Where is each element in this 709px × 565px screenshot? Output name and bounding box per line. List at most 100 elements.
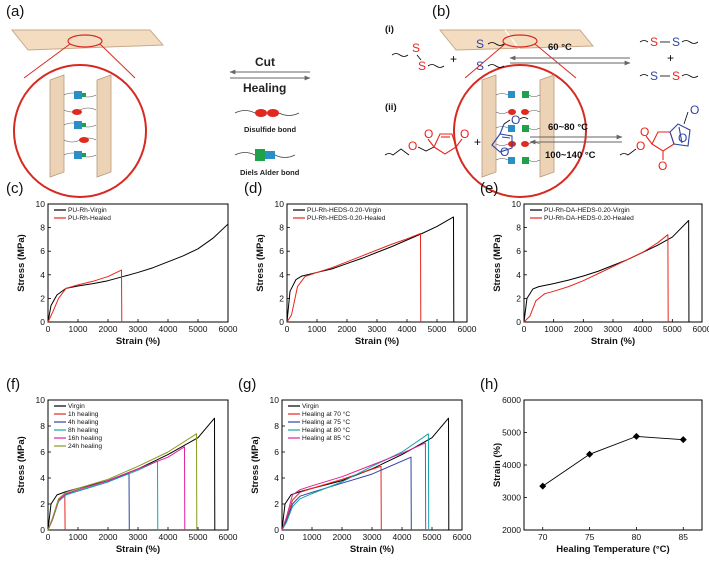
y-tick-label: 2: [516, 293, 521, 303]
chain-wavy: [619, 148, 637, 156]
y-tick-label: 4: [40, 473, 45, 483]
sulfur-atom: S: [650, 35, 658, 49]
sulfur-atom: S: [418, 59, 426, 73]
legend-entry: Virgin: [68, 403, 85, 410]
schematic-panel: (a): [6, 3, 595, 198]
x-tick-label: 3000: [129, 532, 148, 542]
x-tick-label: 4000: [159, 324, 178, 334]
sulfur-atom: S: [672, 35, 680, 49]
panel-label-e: (e): [480, 180, 498, 197]
y-tick-label: 6: [516, 246, 521, 256]
y-axis-label: Stress (MPa): [492, 234, 503, 292]
x-tick-label: 80: [632, 532, 642, 542]
y-tick-label: 10: [36, 199, 46, 209]
panel-label-g: (g): [238, 376, 256, 393]
legend-entry: Healing at 85 °C: [302, 434, 350, 442]
data-point-diamond: [586, 450, 594, 458]
disulfide-label: Disulfide bond: [244, 125, 296, 134]
oxygen-atom: O: [690, 103, 699, 117]
reaction-panel: (b) (i) S S + S S 60 °C S S + S S (ii) O: [384, 3, 699, 173]
legend-entry: PU-Rh-Virgin: [68, 207, 107, 214]
x-tick-label: 1000: [303, 532, 322, 542]
diels-alder-label: Diels Alder bond: [240, 168, 300, 177]
panel-label-d: (d): [244, 180, 262, 197]
oxygen-atom: O: [460, 127, 469, 141]
reaction-ii-reverse-temperature: 100~140 °C: [545, 150, 596, 161]
x-tick-label: 5000: [663, 324, 682, 334]
layer-slab: [539, 74, 555, 178]
series-line-3: [281, 433, 430, 531]
x-tick-label: 75: [585, 532, 595, 542]
panel-label-h: (h): [480, 376, 498, 393]
furan-ring: [491, 123, 513, 153]
oxygen-atom: O: [636, 139, 645, 153]
chart-d: (d) 0 1000 2000 3000 4000 5000 6000 0 2 4 6 8 10 Strai…: [244, 180, 477, 347]
legend-entry: 8h healing: [68, 427, 99, 434]
chart-e: (e) 0 1000 2000 3000 4000 5000 6000 0 2 4 6 8 10 Strai…: [480, 180, 709, 347]
oxygen-atom: O: [511, 113, 520, 127]
y-tick-label: 10: [275, 199, 285, 209]
series-line-0: [286, 216, 455, 323]
reaction-i-temperature: 60 °C: [548, 42, 572, 53]
series-line-1: [286, 233, 422, 323]
x-axis-label: Healing Temperature (°C): [556, 544, 669, 555]
y-tick-label: 2: [279, 293, 284, 303]
legend-entry: PU-Rh-HEDS-0.20-Healed: [307, 215, 386, 222]
reaction-ii-forward-temperature: 60~80 °C: [548, 122, 588, 133]
x-tick-label: 6000: [453, 532, 472, 542]
y-tick-label: 4: [516, 270, 521, 280]
x-tick-label: 1000: [544, 324, 563, 334]
x-tick-label: 4000: [633, 324, 652, 334]
x-tick-label: 2000: [574, 324, 593, 334]
y-tick-label: 0: [40, 317, 45, 327]
chain-wavy: [519, 117, 529, 120]
y-tick-label: 8: [516, 223, 521, 233]
series-line-4: [281, 442, 427, 531]
legend-entry: PU-Rh-DA-HEDS-0.20-Healed: [544, 215, 634, 222]
x-tick-label: 0: [522, 324, 527, 334]
panel-label-c: (c): [6, 180, 24, 197]
oxygen-atom: O: [658, 159, 667, 173]
healing-label: Healing: [243, 81, 286, 95]
series-line-2: [47, 472, 130, 531]
chain-wavy: [639, 74, 649, 77]
y-tick-label: 0: [40, 525, 45, 535]
y-tick-label: 8: [40, 223, 45, 233]
x-tick-label: 2000: [99, 324, 118, 334]
legend-entry: 24h healing: [68, 443, 102, 450]
series-line-0: [281, 417, 450, 531]
y-tick-label: 6: [40, 246, 45, 256]
x-tick-label: 70: [538, 532, 548, 542]
series-line-2: [281, 456, 412, 531]
x-tick-label: 5000: [189, 532, 208, 542]
legend-entry: 1h healing: [68, 411, 99, 418]
x-tick-label: 5000: [428, 324, 447, 334]
layer-slab: [96, 74, 112, 178]
chain-wavy: [681, 74, 699, 78]
diels-alder-bond-icon: [234, 149, 296, 161]
x-axis-label: Strain (%): [116, 336, 160, 347]
zoom-line: [464, 43, 506, 79]
y-tick-label: 3000: [502, 493, 521, 503]
zoom-ring-right: [502, 34, 538, 48]
bond-line: [683, 111, 689, 125]
x-tick-label: 4000: [159, 532, 178, 542]
y-tick-label: 6: [274, 447, 279, 457]
chain-wavy: [391, 53, 409, 57]
panel-label-b: (b): [432, 3, 450, 20]
reaction-i-label: (i): [385, 24, 394, 35]
y-tick-label: 2: [40, 499, 45, 509]
data-point-diamond: [632, 432, 640, 440]
chain-wavy: [639, 40, 649, 43]
y-tick-label: 8: [274, 421, 279, 431]
x-tick-label: 0: [46, 532, 51, 542]
oxygen-atom: O: [500, 145, 509, 159]
y-tick-label: 5000: [502, 428, 521, 438]
bond-line: [417, 146, 435, 152]
charts: (c)0 1000 2000 3000 4000 5000 60000246810Strai…: [6, 180, 709, 555]
x-tick-label: 2000: [338, 324, 357, 334]
x-tick-label: 85: [679, 532, 689, 542]
plus-sign: +: [474, 135, 481, 149]
reaction-ii-label: (ii): [385, 102, 397, 113]
